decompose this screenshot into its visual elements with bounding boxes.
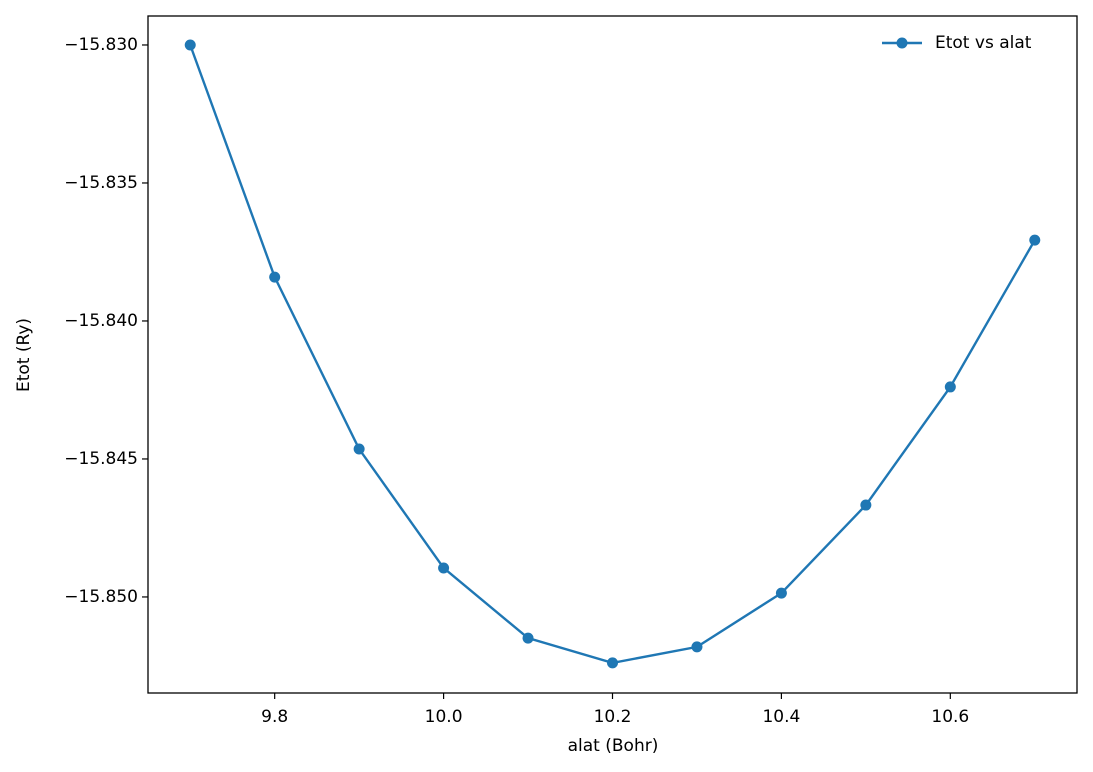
data-point	[1029, 234, 1041, 246]
series-line	[189, 44, 1036, 665]
y-tick-label: −15.830	[64, 35, 138, 55]
y-tick-label: −15.835	[64, 173, 138, 193]
data-point	[944, 381, 956, 393]
x-tick-label: 10.2	[594, 707, 632, 727]
x-axis-label: alat (Bohr)	[568, 736, 659, 756]
data-point	[860, 499, 872, 511]
y-tick-label: −15.840	[64, 311, 138, 331]
legend-label: Etot vs alat	[935, 33, 1032, 53]
data-point	[607, 657, 618, 669]
data-point	[353, 443, 365, 455]
y-tick-label: −15.845	[64, 449, 138, 469]
y-axis-label: Etot (Ry)	[14, 318, 34, 392]
data-point	[775, 587, 787, 599]
y-tick-label: −15.850	[64, 587, 138, 607]
x-tick-label: 10.0	[425, 707, 463, 727]
data-point	[438, 562, 450, 574]
data-point	[691, 641, 703, 653]
x-tick-label: 9.8	[261, 707, 288, 727]
data-point	[269, 271, 281, 283]
legend-marker	[896, 37, 908, 49]
data-point	[522, 632, 534, 644]
x-tick-label: 10.6	[931, 707, 969, 727]
plot-frame	[147, 15, 1078, 694]
data-point	[184, 39, 196, 51]
x-tick-label: 10.4	[762, 707, 800, 727]
